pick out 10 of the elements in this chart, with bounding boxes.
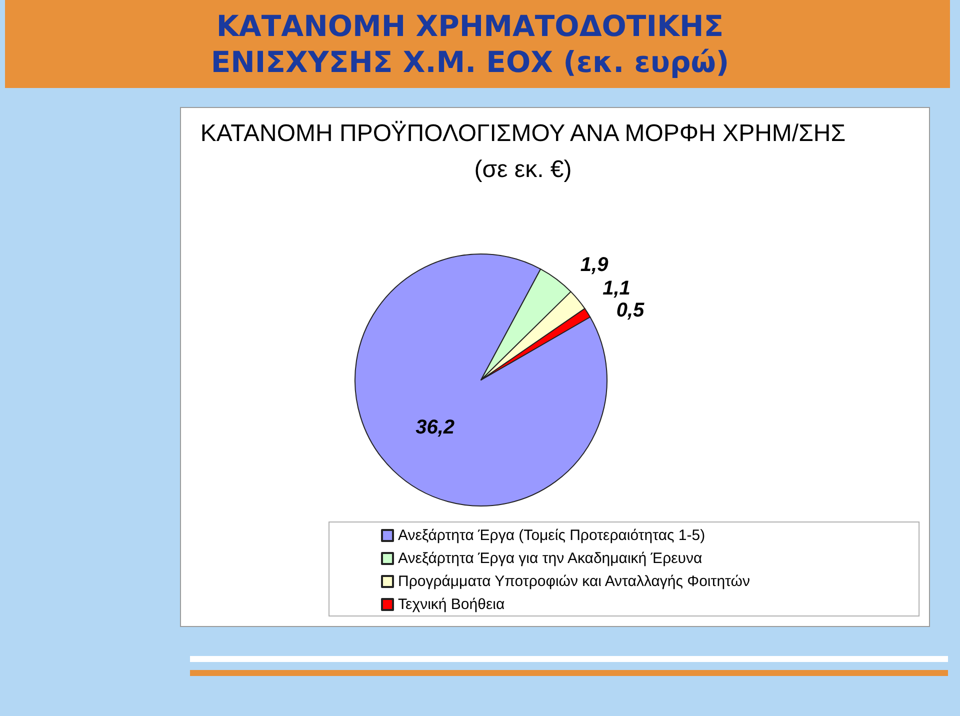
legend-label: Ανεξάρτητα Έργα (Τομείς Προτεραιότητας 1-5): [398, 527, 706, 544]
data-label: 36,2: [416, 416, 455, 438]
legend-label: Προγράμματα Υποτροφιών και Ανταλλαγής Φοιτητών: [398, 573, 750, 590]
legend-label: Ανεξάρτητα Έργα για την Ακαδημαική Έρευνα: [398, 550, 702, 567]
chart-title: ΚΑΤΑΝΟΜΗ ΧΡΗΜΑΤΟΔΟΤΙΚΗΣ ΕΝΙΣΧΥΣΗΣ Χ.Μ. ΕΟΧ (εκ. ευρώ): [210, 8, 730, 80]
data-label: 1,1: [602, 277, 630, 300]
data-label: 1,9: [580, 254, 610, 276]
chart-subtitle: ΚΑΤΑΝΟΜΗ ΠΡΟΫΠΟΛΟΓΙΣΜΟΥ ΑΝΑ ΜΟΡΦΗ ΧΡΗΜ/ΣΗΣ (σε εκ. €): [199, 119, 847, 185]
data-label: 0,5: [616, 299, 646, 322]
legend-label: Τεχνική Βοήθεια: [398, 596, 505, 613]
